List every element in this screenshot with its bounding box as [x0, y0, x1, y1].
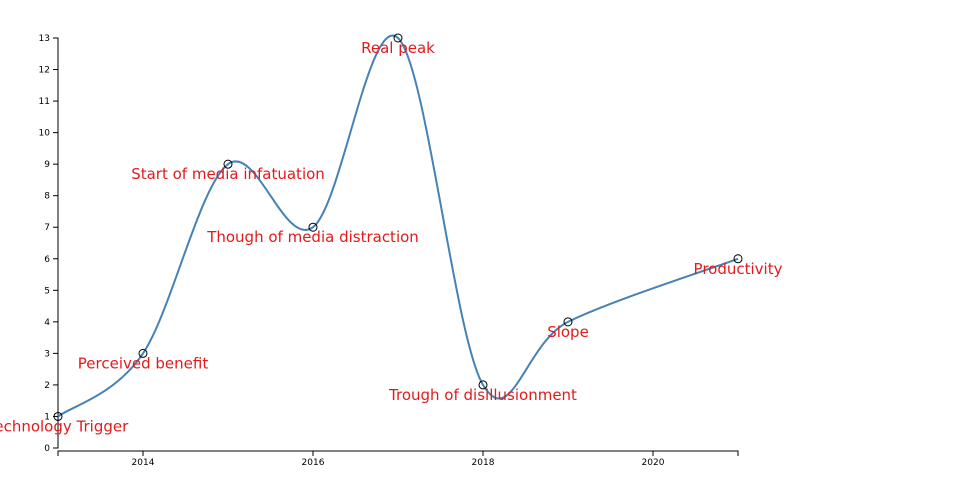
point [308, 222, 318, 232]
point [478, 380, 488, 390]
y-tick-label: 8 [44, 192, 50, 202]
y-tick-label: 10 [39, 129, 51, 139]
x-tick-label: 2014 [132, 458, 155, 468]
x-axis [57, 450, 739, 456]
y-tick-label: 11 [39, 97, 50, 107]
annotation: Real peak [361, 39, 435, 57]
point [223, 159, 233, 169]
x-tick-label: 2016 [302, 458, 325, 468]
annotation: Slope [547, 323, 589, 341]
y-tick-label: 12 [39, 66, 50, 76]
y-tick-label: 0 [44, 444, 50, 454]
y-tick-label: 13 [39, 34, 50, 44]
annotation: Perceived benefit [78, 354, 209, 372]
annotation: Start of media infatuation [131, 165, 325, 183]
annotation: Trough of disillusionment [388, 386, 577, 404]
y-tick-label: 7 [44, 223, 50, 233]
y-tick-label: 1 [44, 412, 50, 422]
line [57, 34, 739, 418]
point [733, 254, 743, 264]
x-tick-label: 2020 [642, 458, 665, 468]
annotation: Productivity [694, 260, 783, 278]
y-tick-label: 4 [44, 318, 50, 328]
x-tick-label: 2018 [472, 458, 495, 468]
y-tick-label: 6 [44, 255, 50, 265]
y-tick-label: 3 [44, 349, 50, 359]
y-tick-label: 2 [44, 381, 50, 391]
point [138, 348, 148, 358]
y-axis [53, 37, 59, 449]
point [563, 317, 573, 327]
y-tick-label: 9 [44, 160, 50, 170]
point [53, 411, 63, 421]
y-tick-label: 5 [44, 286, 50, 296]
annotation: Though of media distraction [206, 228, 419, 246]
point [393, 33, 403, 43]
annotation: Technology Trigger [0, 417, 129, 435]
